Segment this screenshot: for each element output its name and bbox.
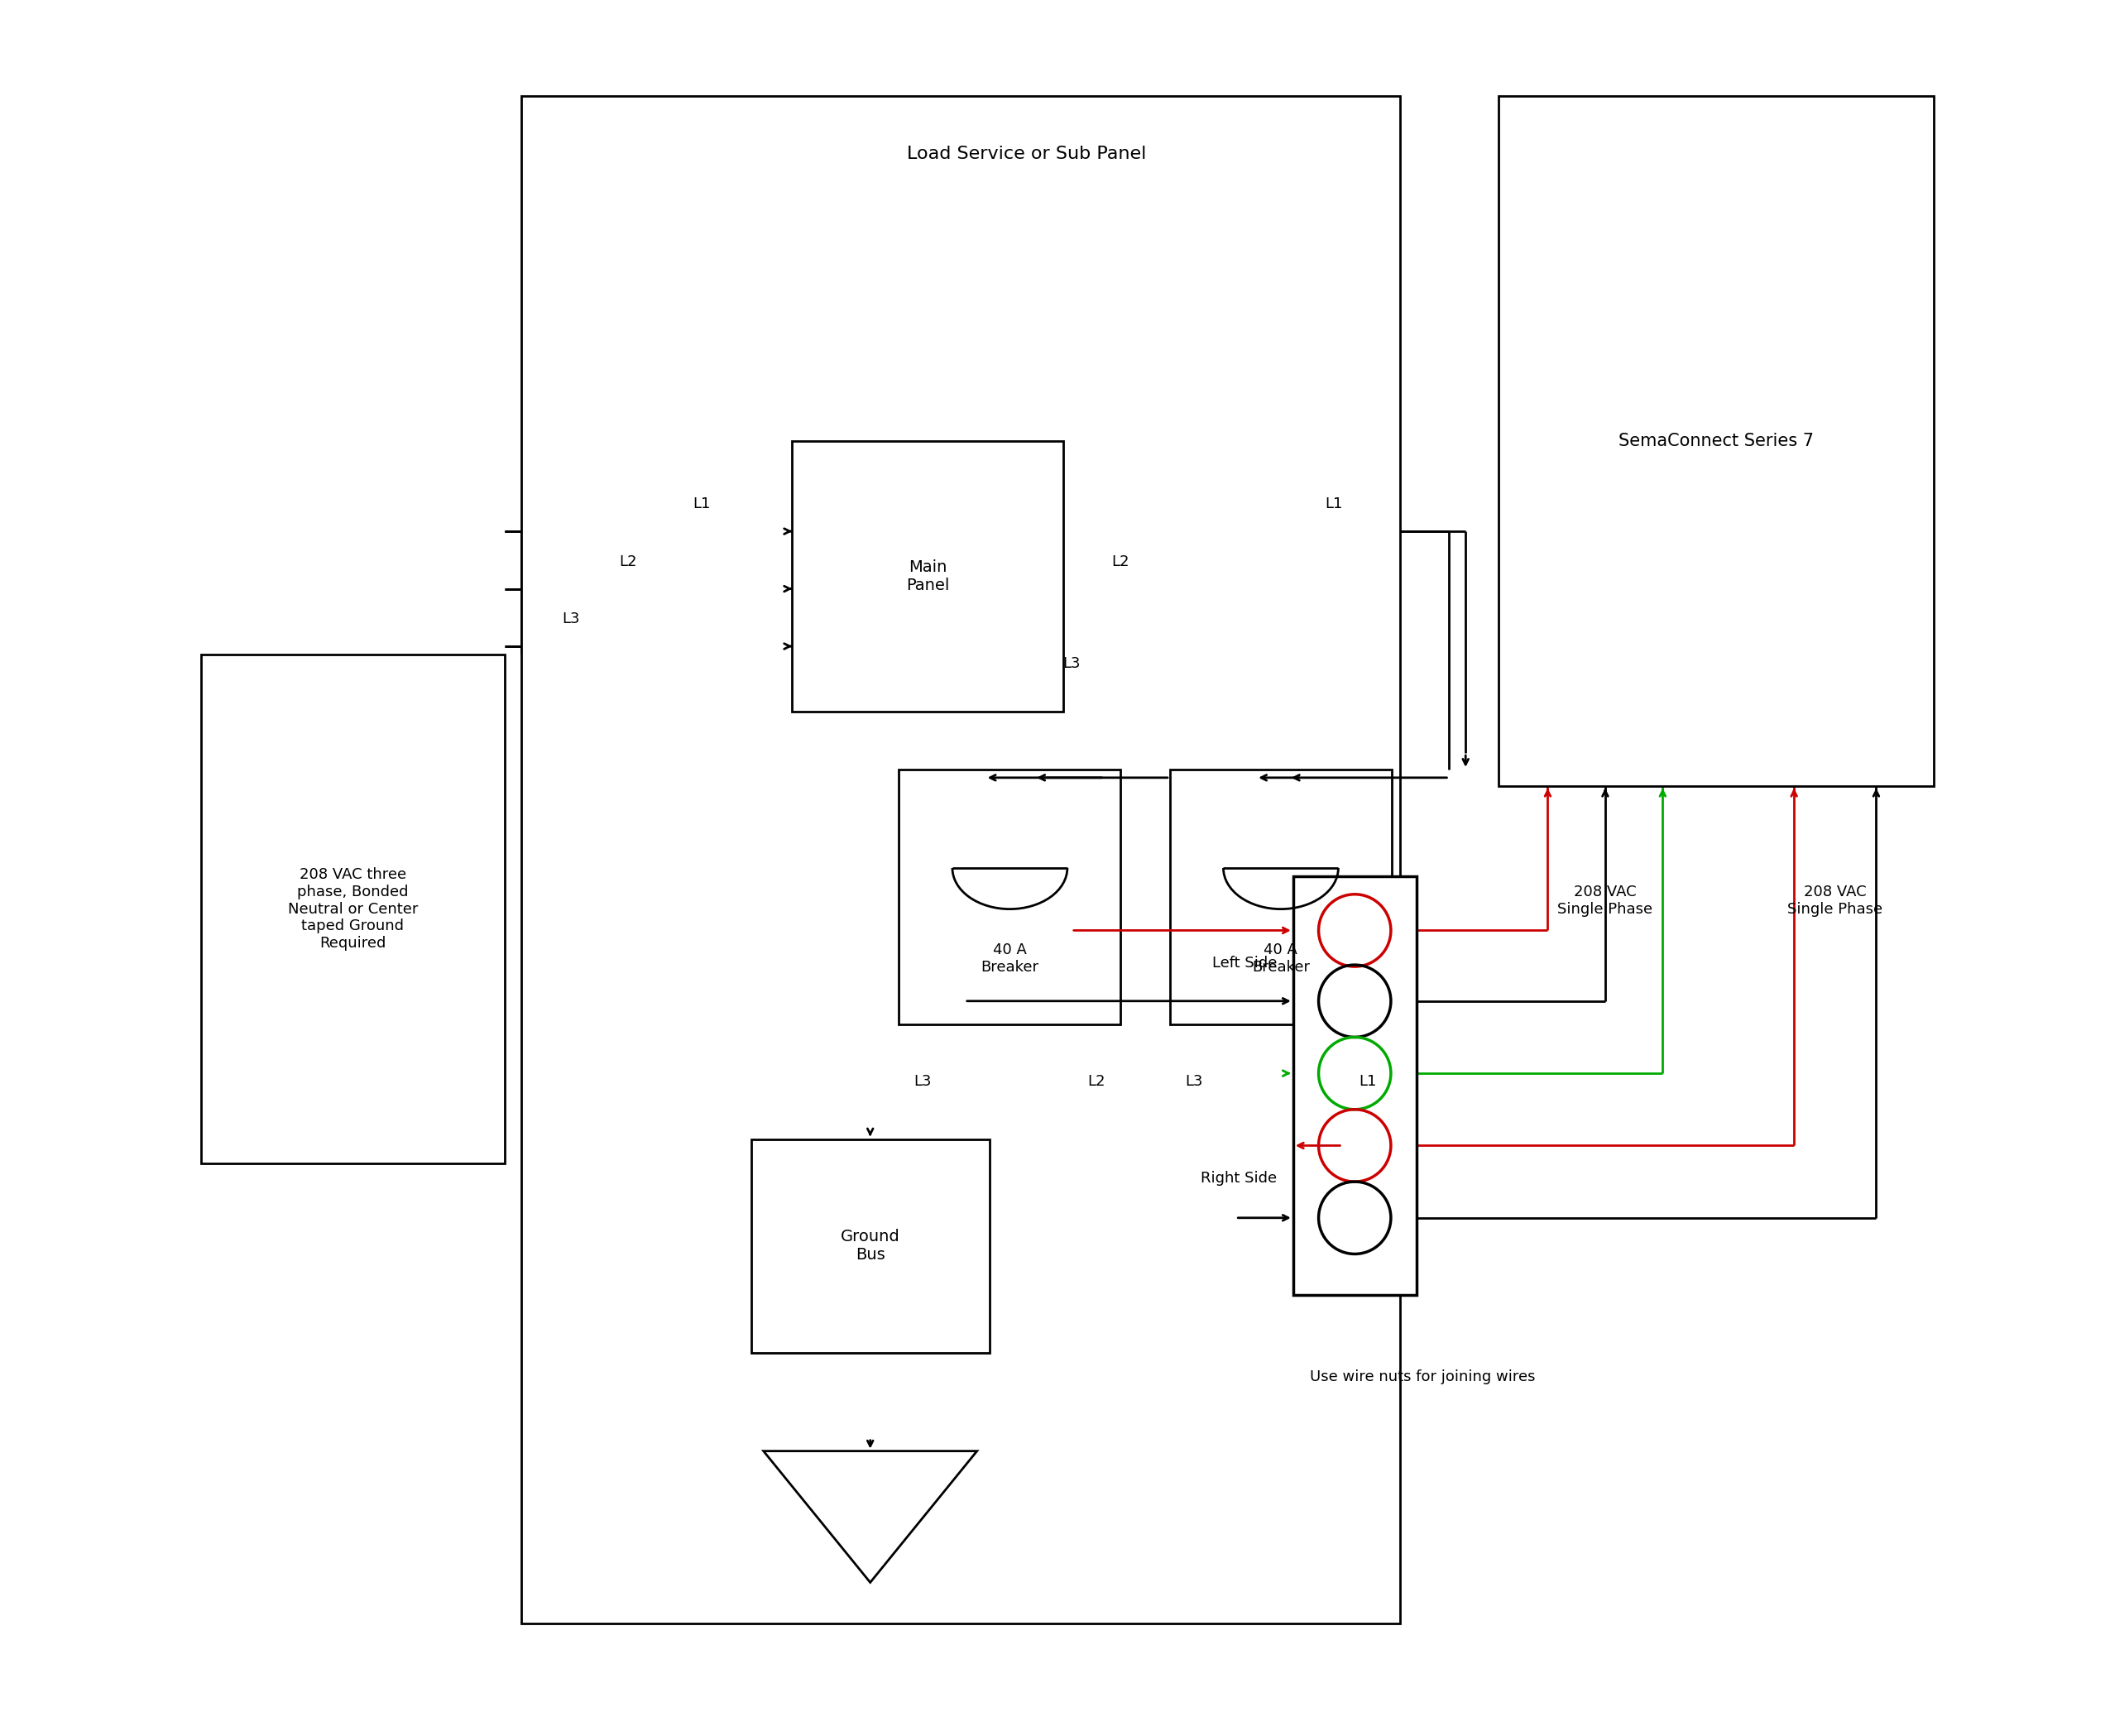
Bar [1498,95,1933,786]
Text: Ground
Bus: Ground Bus [840,1229,901,1262]
Text: L2: L2 [1112,554,1129,569]
Text: L3: L3 [1063,656,1080,670]
Text: L3: L3 [561,611,580,627]
Text: L1: L1 [1359,1075,1376,1088]
Text: L2: L2 [1089,1075,1106,1088]
Text: 208 VAC three
phase, Bonded
Neutral or Center
taped Ground
Required: 208 VAC three phase, Bonded Neutral or C… [287,868,418,951]
Text: 40 A
Breaker: 40 A Breaker [1251,943,1310,974]
Bar [1169,769,1393,1024]
Text: 40 A
Breaker: 40 A Breaker [981,943,1038,974]
Text: Main
Panel: Main Panel [905,559,949,594]
Text: L3: L3 [1186,1075,1203,1088]
Bar [751,1139,990,1352]
Text: Left Side: Left Side [1211,957,1277,970]
Text: Load Service or Sub Panel: Load Service or Sub Panel [907,146,1146,161]
Bar [791,441,1063,712]
Text: L3: L3 [914,1075,933,1088]
Bar [521,95,1399,1623]
Text: L1: L1 [692,496,711,512]
Bar [200,654,504,1163]
Text: Right Side: Right Side [1201,1172,1277,1186]
Bar [899,769,1120,1024]
Text: 208 VAC
Single Phase: 208 VAC Single Phase [1787,884,1882,917]
Text: Use wire nuts for joining wires: Use wire nuts for joining wires [1310,1370,1536,1385]
Text: SemaConnect Series 7: SemaConnect Series 7 [1618,432,1815,450]
Text: L1: L1 [1325,496,1344,512]
Text: 208 VAC
Single Phase: 208 VAC Single Phase [1557,884,1652,917]
Bar [1293,877,1416,1295]
Text: L2: L2 [618,554,637,569]
